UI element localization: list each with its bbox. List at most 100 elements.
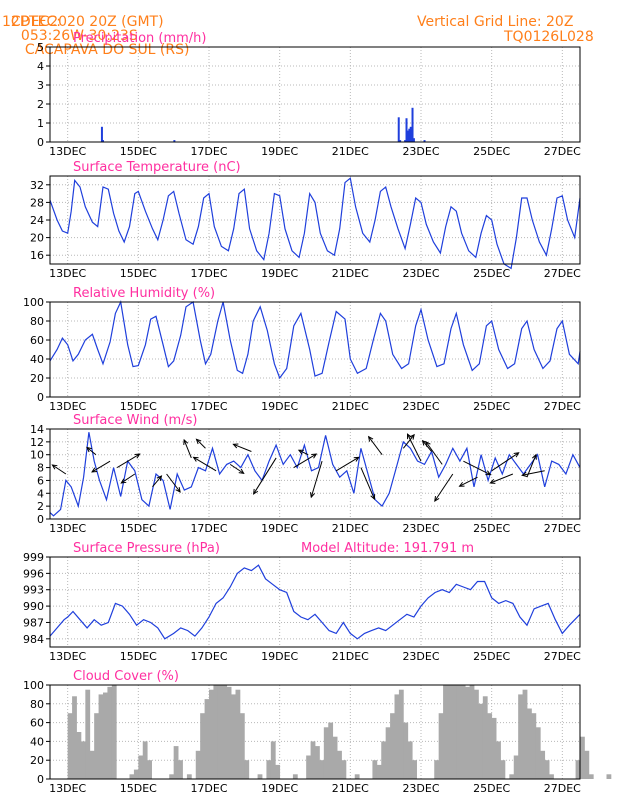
temperature-xtick-label: 25DEC — [473, 267, 510, 280]
cloud-bar — [438, 713, 444, 779]
wind-arrow-head — [238, 468, 245, 474]
cloud-bar — [310, 741, 316, 779]
cloud-bar — [456, 685, 462, 779]
humidity-title: Relative Humidity (%) — [73, 286, 215, 301]
cloud-bar — [407, 741, 413, 779]
wind-arrow-head — [91, 467, 98, 473]
wind-arrow-head — [195, 438, 202, 445]
cloud-bar — [266, 760, 272, 779]
cloud-bar — [337, 750, 342, 779]
precip-ytick-label: 5 — [37, 41, 44, 54]
wind-ytick-label: 8 — [37, 462, 44, 475]
cloud-bar — [487, 713, 493, 779]
pressure-xtick-label: 17DEC — [190, 650, 227, 663]
precip-bar — [408, 128, 411, 142]
cloud-bar — [292, 774, 298, 779]
wind-ytick-label: 4 — [37, 487, 44, 500]
cloud-ytick-label: 80 — [30, 698, 44, 711]
cloud-bar — [412, 760, 417, 779]
humidity-xtick-label: 19DEC — [261, 400, 298, 413]
wind-arrow-shaft — [253, 457, 277, 495]
precip-bar — [412, 138, 415, 142]
humidity-ytick-label: 100 — [23, 296, 44, 309]
precip-xtick-label: 21DEC — [332, 145, 369, 158]
cloud-bar — [403, 722, 409, 779]
wind-arrow-shaft — [152, 475, 162, 488]
humidity-xtick-label: 23DEC — [402, 400, 439, 413]
cloud-bar — [306, 755, 311, 779]
wind-arrow-shaft — [121, 473, 136, 484]
wind-arrow-shaft — [434, 473, 454, 502]
wind-arrow-shaft — [233, 443, 252, 452]
cloud-bar — [381, 741, 387, 779]
wind-arrow-shaft — [459, 476, 478, 487]
cloud-bar — [584, 750, 590, 779]
cloud-bar — [328, 722, 334, 779]
cloud-bar — [434, 760, 440, 779]
cloud-bar — [451, 685, 457, 779]
wind-arrow-head — [253, 488, 259, 495]
humidity-series-line — [49, 299, 581, 380]
cloud-bar — [580, 736, 585, 779]
wind-arrow-head — [434, 495, 440, 502]
wind-arrow-shaft — [425, 441, 443, 465]
wind-arrow-shaft — [86, 447, 97, 456]
wind-arrow-head — [175, 486, 181, 493]
cloud-bar — [107, 686, 113, 779]
precip-bar — [102, 140, 104, 142]
cloud-bar — [270, 741, 276, 779]
wind-arrow-head — [353, 456, 360, 462]
wind-arrow-head — [521, 471, 528, 478]
wind-xtick-label: 27DEC — [544, 522, 581, 535]
wind-arrow-shaft — [183, 439, 192, 459]
pressure-ytick-label: 996 — [23, 567, 44, 580]
wind-xtick-label: 21DEC — [332, 522, 369, 535]
wind-arrow-shaft — [196, 438, 206, 449]
cloud-bar — [103, 692, 108, 779]
temperature-series-line — [49, 177, 581, 270]
wind-arrow-head — [513, 452, 520, 458]
wind-arrow-shaft — [229, 463, 244, 474]
wind-arrow-head — [232, 443, 239, 449]
cloud-bar — [323, 727, 329, 779]
cloud-bar — [315, 746, 320, 779]
cloud-bar — [544, 760, 550, 779]
cloud-bar — [478, 703, 484, 779]
pressure-ytick-label: 987 — [23, 616, 44, 629]
header-model-id: TQ0126L028 — [504, 29, 594, 45]
cloud-bar — [195, 750, 201, 779]
wind-arrow-shaft — [52, 464, 67, 475]
wind-ytick-label: 14 — [30, 423, 44, 436]
temperature-xtick-label: 15DEC — [120, 267, 157, 280]
wind-arrow-head — [370, 494, 376, 501]
wind-arrow-head — [183, 438, 189, 445]
cloud-bar — [385, 727, 391, 779]
cloud-frame — [49, 684, 581, 780]
temperature-xtick-label: 27DEC — [544, 267, 581, 280]
cloud-bar — [513, 755, 519, 779]
humidity-xtick-label: 21DEC — [332, 400, 369, 413]
cloud-bar — [178, 760, 183, 779]
temperature-xtick-label: 19DEC — [261, 267, 298, 280]
humidity-xtick-label: 25DEC — [473, 400, 510, 413]
cloud-bar — [98, 694, 104, 779]
cloud-bar — [522, 689, 528, 779]
wind-arrow-shaft — [298, 449, 309, 456]
cloud-bar — [491, 717, 497, 779]
cloud-ytick-label: 20 — [30, 754, 44, 767]
cloud-bar — [186, 774, 192, 779]
pressure-annotation: Model Altitude: 191.791 m — [301, 541, 474, 556]
wind-arrow-shaft — [166, 473, 181, 493]
cloud-bar — [275, 764, 281, 779]
wind-arrow-shaft — [491, 452, 519, 472]
precip-ytick-label: 3 — [37, 79, 44, 92]
cloud-bar — [129, 774, 135, 779]
pressure-xtick-label: 19DEC — [261, 650, 298, 663]
wind-arrow-shaft — [360, 467, 375, 500]
wind-arrow-shaft — [407, 433, 422, 462]
pressure-ytick-label: 990 — [23, 600, 44, 613]
precip-bar — [404, 140, 407, 142]
cloud-bar — [244, 760, 250, 779]
cloud-bar — [231, 694, 236, 779]
cloud-bar — [80, 741, 86, 779]
